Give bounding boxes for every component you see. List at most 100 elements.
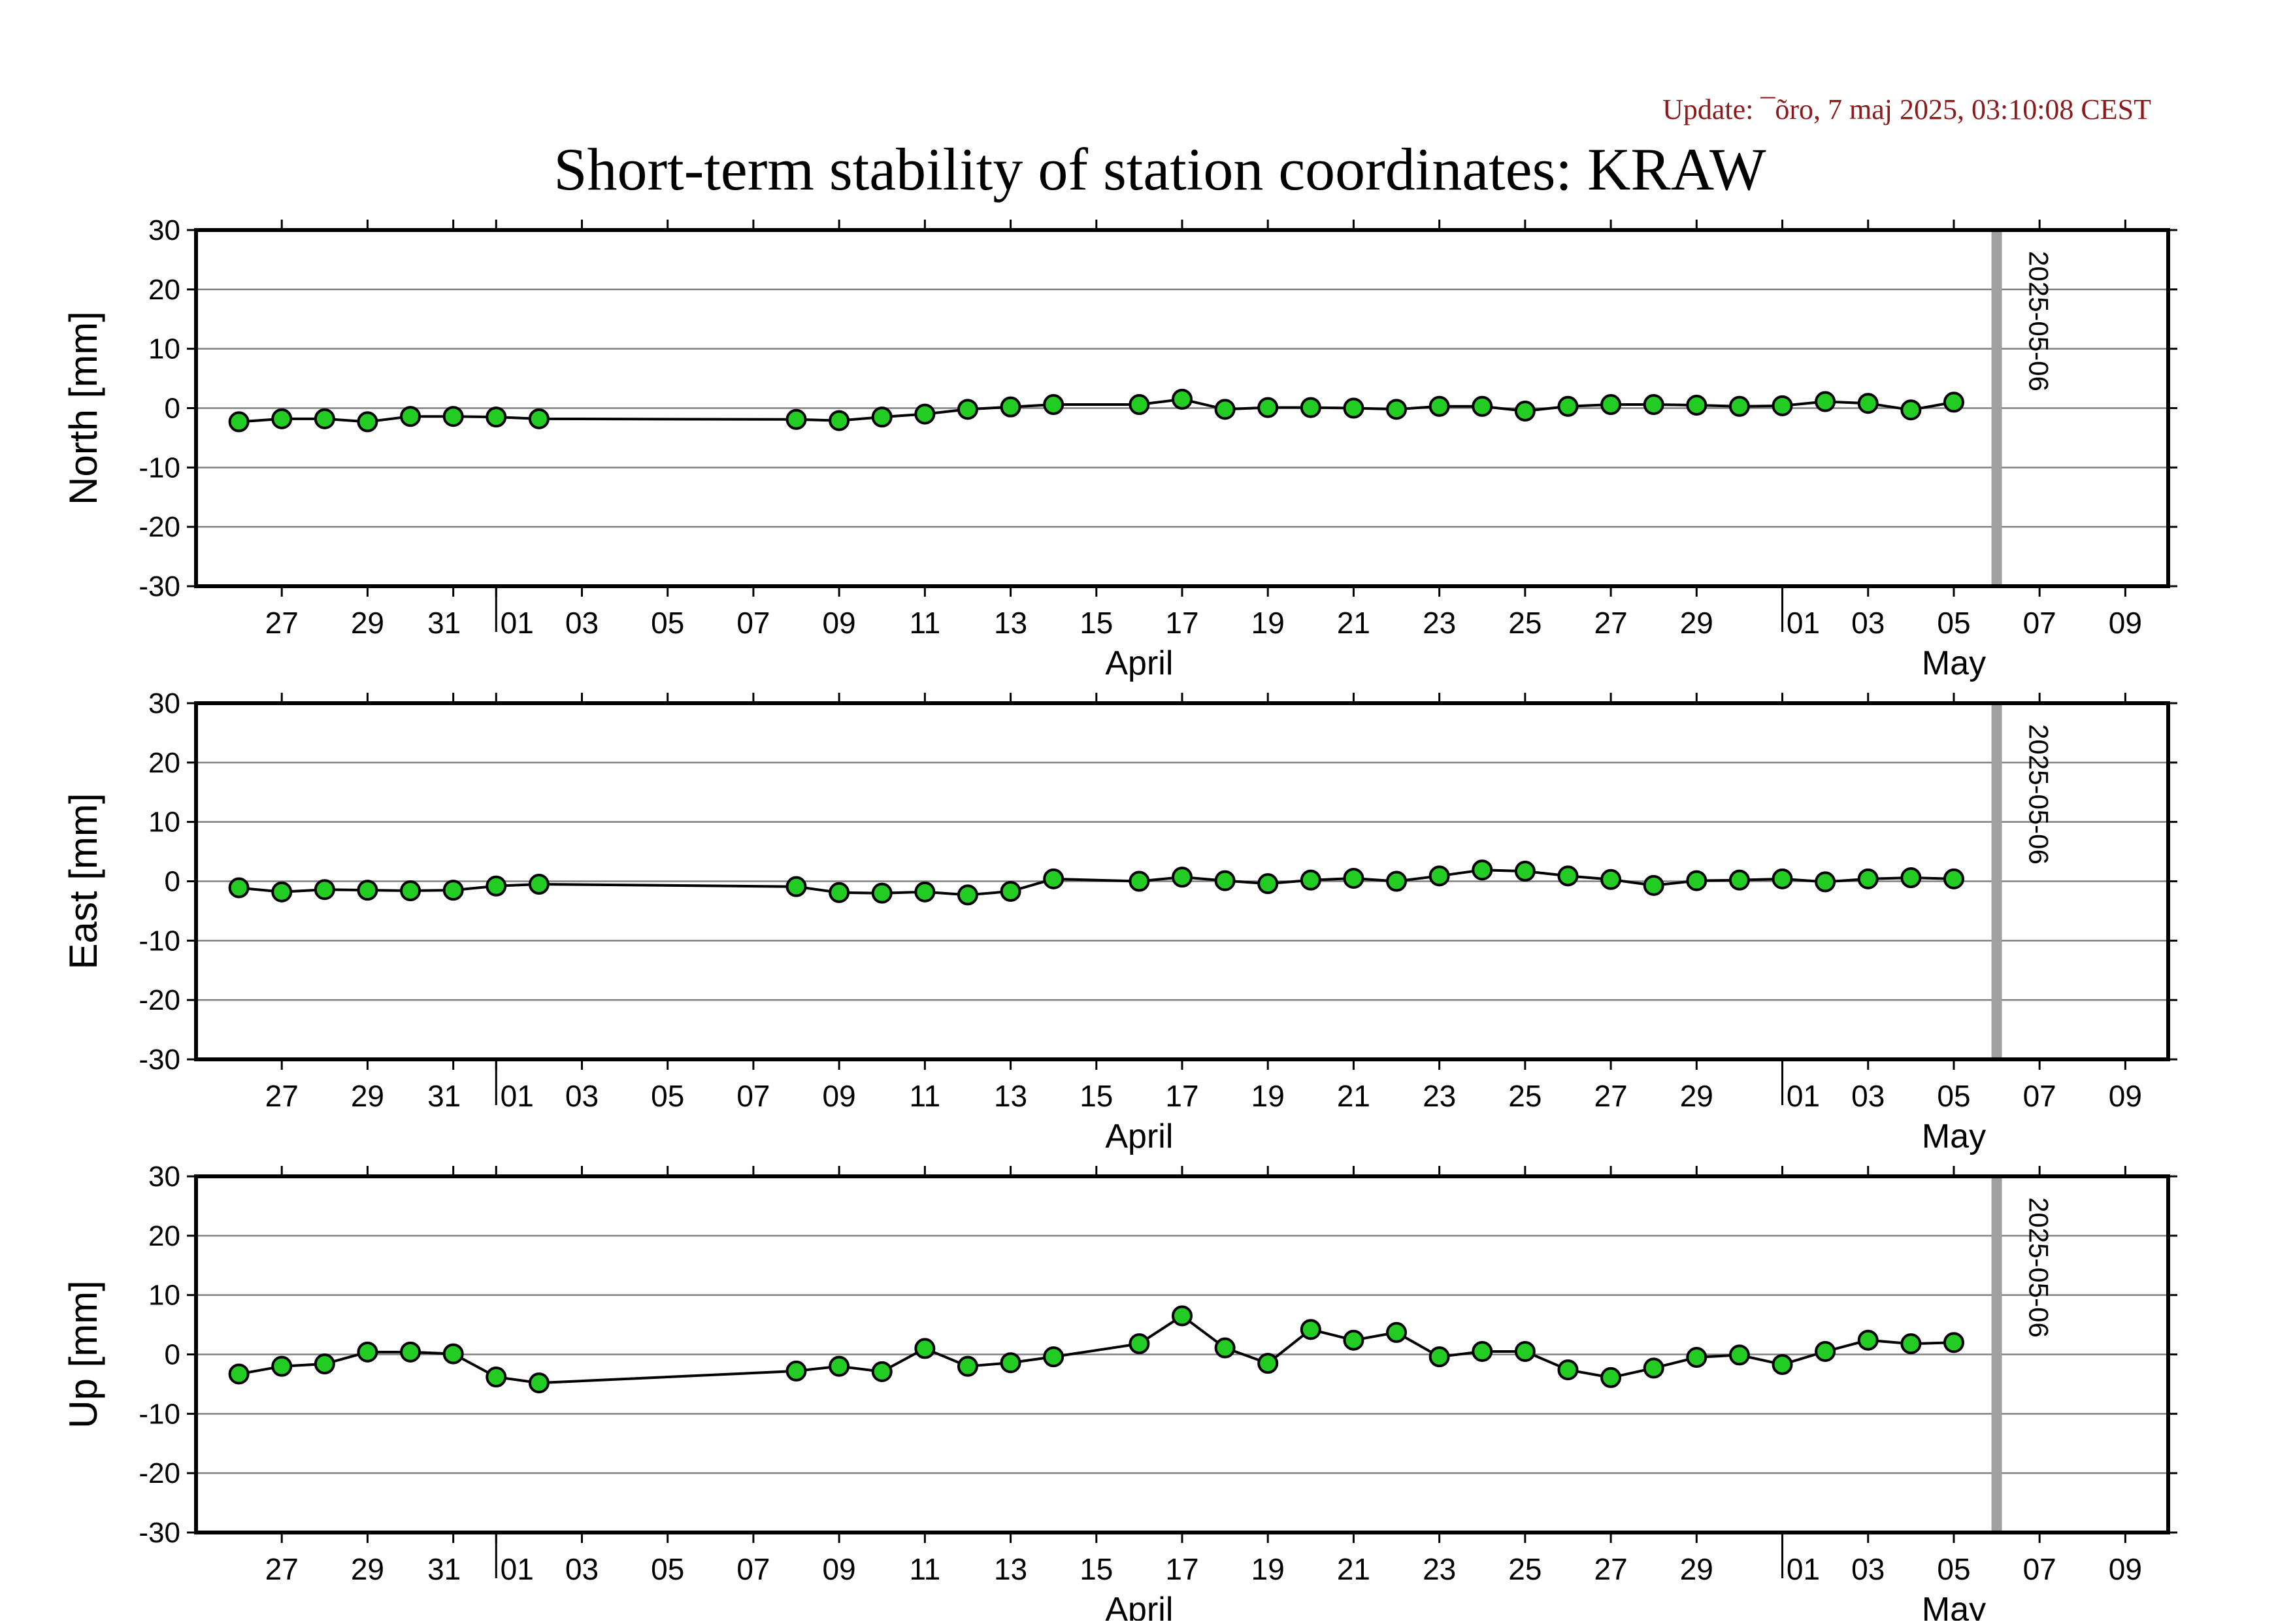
x-tick-label: 03 <box>565 606 599 640</box>
data-point <box>357 880 378 901</box>
data-point <box>1043 394 1064 416</box>
data-point <box>357 411 378 433</box>
data-point <box>957 884 978 906</box>
x-tick-label: 27 <box>1594 1079 1628 1113</box>
data-point <box>228 1363 250 1385</box>
y-axis-label: East [mm] <box>61 793 105 969</box>
x-tick-label: 27 <box>265 1552 299 1586</box>
data-point <box>1943 1332 1964 1353</box>
data-point <box>271 1355 293 1377</box>
data-point <box>1815 1340 1836 1362</box>
x-month-label: May <box>1922 644 1986 682</box>
data-point <box>271 881 293 903</box>
data-point <box>528 408 550 429</box>
data-point <box>1000 1352 1021 1374</box>
y-tick-label: -10 <box>139 1398 180 1430</box>
data-point <box>1386 399 1408 420</box>
x-tick-label: 07 <box>2023 1079 2056 1113</box>
data-point <box>1643 874 1664 896</box>
x-tick-label: 25 <box>1508 1079 1542 1113</box>
data-point <box>1043 868 1064 889</box>
data-point <box>1000 880 1021 902</box>
data-point <box>486 875 507 897</box>
x-tick-label: 19 <box>1251 606 1285 640</box>
chart-title: Short-term stability of station coordina… <box>553 136 1766 203</box>
data-point <box>1343 397 1364 419</box>
y-tick-label: 20 <box>148 274 180 306</box>
x-tick-label: 03 <box>565 1079 599 1113</box>
data-point <box>1000 396 1021 418</box>
x-tick-label: 07 <box>736 1079 770 1113</box>
data-point <box>442 880 464 901</box>
data-point <box>442 406 464 427</box>
data-point <box>1172 1305 1193 1327</box>
data-point <box>1129 394 1150 416</box>
x-month-label: April <box>1105 644 1173 682</box>
data-point <box>1386 1321 1408 1343</box>
x-tick-label: 17 <box>1165 1079 1198 1113</box>
data-point <box>785 876 807 897</box>
data-point <box>1472 1340 1493 1362</box>
x-tick-label: 05 <box>651 1079 684 1113</box>
data-point <box>1300 1319 1321 1340</box>
data-point <box>914 881 936 903</box>
x-tick-label: 29 <box>1680 606 1713 640</box>
data-point <box>1428 1346 1450 1368</box>
data-point <box>829 1355 850 1377</box>
data-point <box>1386 870 1408 892</box>
x-tick-label: 27 <box>265 606 299 640</box>
data-point <box>1686 1347 1707 1368</box>
data-point <box>400 1341 421 1363</box>
data-point <box>1257 397 1279 418</box>
date-marker-label: 2025-05-06 <box>2024 251 2054 391</box>
data-point <box>314 408 335 429</box>
data-point <box>1600 869 1622 890</box>
x-tick-label: 15 <box>1080 1079 1113 1113</box>
data-point <box>1557 865 1579 887</box>
x-tick-label: 01 <box>501 606 534 640</box>
data-point <box>1172 388 1193 410</box>
data-point <box>1643 1357 1664 1379</box>
data-point <box>1943 391 1964 413</box>
date-marker-label: 2025-05-06 <box>2024 1197 2054 1338</box>
x-tick-label: 19 <box>1251 1079 1285 1113</box>
y-axis-label: North [mm] <box>61 311 105 505</box>
data-point <box>871 1361 893 1382</box>
data-point <box>1129 870 1150 892</box>
data-point <box>1428 865 1450 887</box>
data-point <box>271 408 293 429</box>
data-point <box>1043 1346 1064 1368</box>
data-point <box>1214 1337 1236 1359</box>
x-tick-label: 25 <box>1508 1552 1542 1586</box>
data-point <box>1900 399 1922 421</box>
x-tick-label: 09 <box>823 1552 856 1586</box>
data-point <box>829 410 850 431</box>
x-tick-label: 07 <box>2023 1552 2056 1586</box>
data-point <box>486 1367 507 1388</box>
data-point <box>1129 1333 1150 1355</box>
data-point <box>1557 1359 1579 1381</box>
data-point <box>228 411 250 433</box>
data-point <box>1214 399 1236 420</box>
x-tick-label: 05 <box>651 606 684 640</box>
y-tick-label: 0 <box>165 1339 180 1371</box>
x-tick-label: 17 <box>1165 606 1198 640</box>
x-tick-label: 13 <box>994 606 1027 640</box>
data-point <box>957 1355 978 1377</box>
x-tick-label: 09 <box>823 606 856 640</box>
x-tick-label: 09 <box>823 1079 856 1113</box>
x-tick-label: 31 <box>427 1079 461 1113</box>
x-tick-label: 03 <box>565 1552 599 1586</box>
data-point <box>1472 859 1493 881</box>
data-point <box>1557 395 1579 417</box>
data-point <box>1772 1353 1793 1375</box>
x-tick-label: 03 <box>1851 606 1885 640</box>
y-tick-label: -20 <box>139 984 180 1016</box>
x-tick-label: 11 <box>909 1552 940 1586</box>
data-point <box>1728 395 1750 417</box>
data-point <box>1643 394 1664 416</box>
